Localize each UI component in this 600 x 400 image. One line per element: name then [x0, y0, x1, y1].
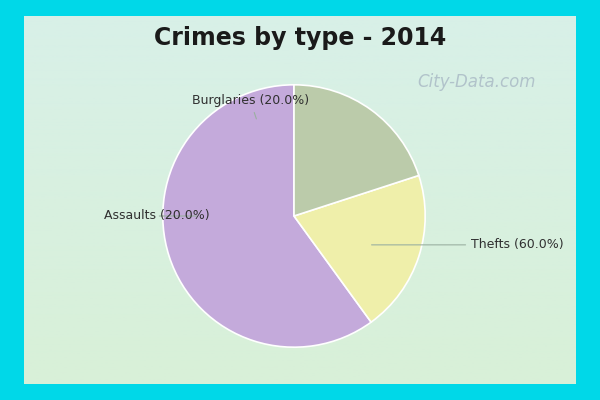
- Text: City-Data.com: City-Data.com: [418, 73, 536, 91]
- Wedge shape: [294, 85, 419, 216]
- Wedge shape: [163, 85, 371, 347]
- Text: Thefts (60.0%): Thefts (60.0%): [371, 238, 564, 251]
- Wedge shape: [294, 176, 425, 322]
- Text: Crimes by type - 2014: Crimes by type - 2014: [154, 26, 446, 50]
- Text: Assaults (20.0%): Assaults (20.0%): [104, 210, 209, 222]
- Text: Burglaries (20.0%): Burglaries (20.0%): [191, 94, 309, 119]
